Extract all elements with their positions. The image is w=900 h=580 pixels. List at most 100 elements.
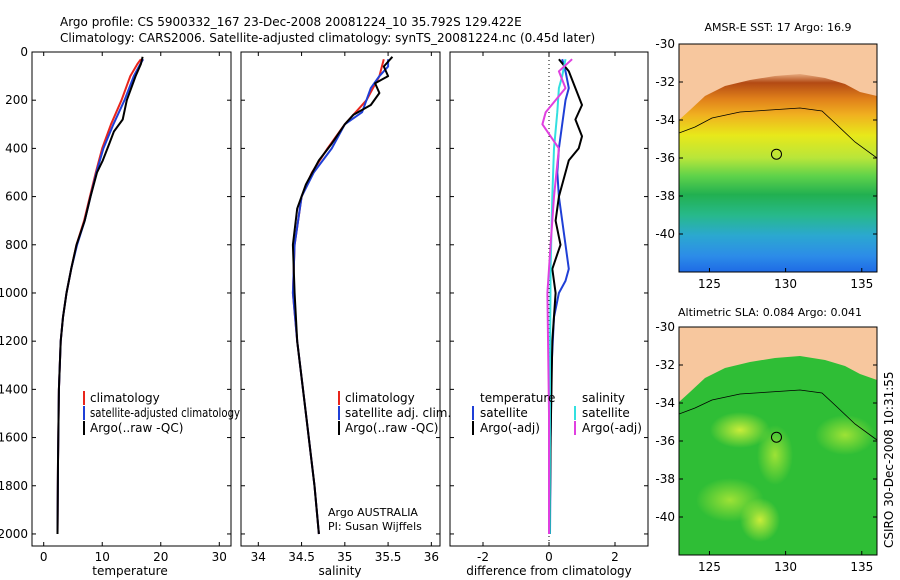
x-tick-label: 130 [774, 277, 797, 291]
sst-heatmap [679, 44, 877, 272]
sla-map-title: Altimetric SLA: 0.084 Argo: 0.041 [678, 306, 862, 319]
y-tick-label: -30 [655, 320, 675, 334]
figure-title-line2: Climatology: CARS2006. Satellite-adjuste… [60, 31, 595, 45]
y-tick-label: -38 [655, 189, 675, 203]
legend-text-satellite: satellite adj. clim. [345, 406, 451, 420]
difference-series [541, 58, 583, 535]
temperature-x-ticks: 0 10 20 30 [40, 52, 227, 564]
figure-title-line1: Argo profile: CS 5900332_167 23-Dec-2008… [60, 15, 522, 29]
y-tick-label: -32 [655, 75, 675, 89]
series-line-argo [56, 56, 144, 535]
pi-label: PI: Susan Wijffels [328, 520, 422, 533]
series-line-temperature-argo [548, 58, 583, 535]
difference-y-ticks [450, 51, 648, 535]
sla-y-ticks: -30 -32 -34 -36 -38 -40 [655, 320, 877, 524]
y-tick-label: 1200 [0, 334, 28, 348]
difference-panel: -2 0 2 difference from climatology tempera… [449, 51, 649, 578]
csiro-timestamp-label: CSIRO 30-Dec-2008 10:31:55 [882, 371, 896, 548]
y-tick-label: -40 [655, 510, 675, 524]
sst-contour-line [679, 107, 877, 159]
series-line-salinity-argo [541, 58, 573, 534]
y-tick-label: -40 [655, 227, 675, 241]
x-tick-label: 35 [337, 550, 352, 564]
sla-x-ticks: 125 130 135 [698, 551, 873, 574]
y-tick-label: -38 [655, 472, 675, 486]
y-tick-label: 1800 [0, 479, 28, 493]
x-tick-label: 125 [698, 277, 721, 291]
x-tick-label: 2 [611, 550, 619, 564]
salinity-x-ticks: 34 34.5 35 35.5 36 [251, 52, 439, 564]
salinity-legend: climatology satellite adj. clim. Argo(..… [338, 391, 451, 435]
sla-contour-line [679, 389, 877, 441]
legend-text-argo: Argo(..raw -QC) [345, 421, 438, 435]
x-tick-label: 35.5 [375, 550, 402, 564]
x-tick-label: 135 [850, 560, 873, 574]
y-tick-label: -30 [655, 37, 675, 51]
x-tick-label: 36 [424, 550, 439, 564]
x-tick-label: 130 [774, 560, 797, 574]
land-australia [679, 44, 877, 120]
legend-text-climatology: climatology [345, 391, 415, 405]
x-tick-label: 30 [212, 550, 227, 564]
y-tick-label: -36 [655, 151, 675, 165]
difference-xlabel: difference from climatology [466, 564, 632, 578]
sst-y-ticks: -30 -32 -34 -36 -38 -40 [655, 37, 877, 241]
y-tick-label: 1000 [0, 286, 28, 300]
difference-x-ticks: -2 0 2 [477, 52, 619, 564]
y-tick-label: 1400 [0, 382, 28, 396]
y-tick-label: 200 [5, 93, 28, 107]
x-tick-label: 0 [40, 550, 48, 564]
x-tick-label: -2 [477, 550, 489, 564]
x-tick-label: 34.5 [288, 550, 315, 564]
difference-legend: temperature salinity satellite Argo(-adj… [472, 391, 642, 435]
legend-text-sal-argo: Argo(-adj) [582, 421, 642, 435]
sla-anomaly-1 [710, 412, 770, 448]
legend-text-satellite: satellite-adjusted climatology [90, 406, 240, 420]
salinity-y-ticks [241, 51, 440, 535]
argo-position-marker [770, 431, 782, 443]
argo-country-label: Argo AUSTRALIA [328, 506, 418, 519]
legend-header-temperature: temperature [480, 391, 555, 405]
legend-text-temp-argo: Argo(-adj) [480, 421, 540, 435]
sla-map-panel: Altimetric SLA: 0.084 Argo: 0.041 -30 -32… [655, 306, 878, 574]
sst-map-panel: AMSR-E SST: 17 Argo: 16.9 -30-32-34-36-3… [655, 21, 878, 291]
sla-heatmap [679, 327, 877, 555]
temperature-panel: 0 200 400 600 800 1000 1200 1400 1600 1800 2000 0 1… [0, 45, 240, 578]
salinity-panel: 34 34.5 35 35.5 36 salinity climatology sate… [240, 51, 451, 578]
temperature-xlabel: temperature [92, 564, 167, 578]
salinity-series [291, 56, 394, 535]
land-australia [679, 327, 877, 402]
salinity-axes [240, 51, 441, 547]
temperature-series [56, 56, 145, 535]
series-line-argo [291, 56, 394, 535]
y-tick-label: 600 [5, 190, 28, 204]
sla-anomaly-3 [815, 415, 875, 455]
sst-x-ticks: 125 130 135 [698, 268, 873, 291]
salinity-xlabel: salinity [318, 564, 361, 578]
y-tick-label: 0 [20, 45, 28, 59]
y-tick-label: 400 [5, 141, 28, 155]
x-tick-label: 20 [153, 550, 168, 564]
y-tick-label: -36 [655, 434, 675, 448]
y-tick-label: 2000 [0, 527, 28, 541]
series-line-salinity-satellite [548, 59, 567, 535]
legend-text-climatology: climatology [90, 391, 160, 405]
argo-position-marker [770, 148, 782, 160]
sla-anomaly-2 [757, 425, 793, 485]
legend-header-salinity: salinity [582, 391, 625, 405]
legend-text-temp-satellite: satellite [480, 406, 528, 420]
y-tick-label: 1600 [0, 431, 28, 445]
x-tick-label: 0 [545, 550, 553, 564]
sst-map-title: AMSR-E SST: 17 Argo: 16.9 [704, 21, 851, 34]
y-tick-label: -32 [655, 358, 675, 372]
legend-text-argo: Argo(..raw -QC) [90, 421, 183, 435]
x-tick-label: 135 [850, 277, 873, 291]
y-tick-label: -34 [655, 396, 675, 410]
legend-text-sal-satellite: satellite [582, 406, 630, 420]
temperature-y-ticks: 0 200 400 600 800 1000 1200 1400 1600 1800 2000 [0, 45, 231, 541]
x-tick-label: 125 [698, 560, 721, 574]
temperature-axes [31, 51, 232, 547]
y-tick-label: 800 [5, 238, 28, 252]
temperature-legend: climatology satellite-adjusted climatolo… [83, 391, 240, 435]
